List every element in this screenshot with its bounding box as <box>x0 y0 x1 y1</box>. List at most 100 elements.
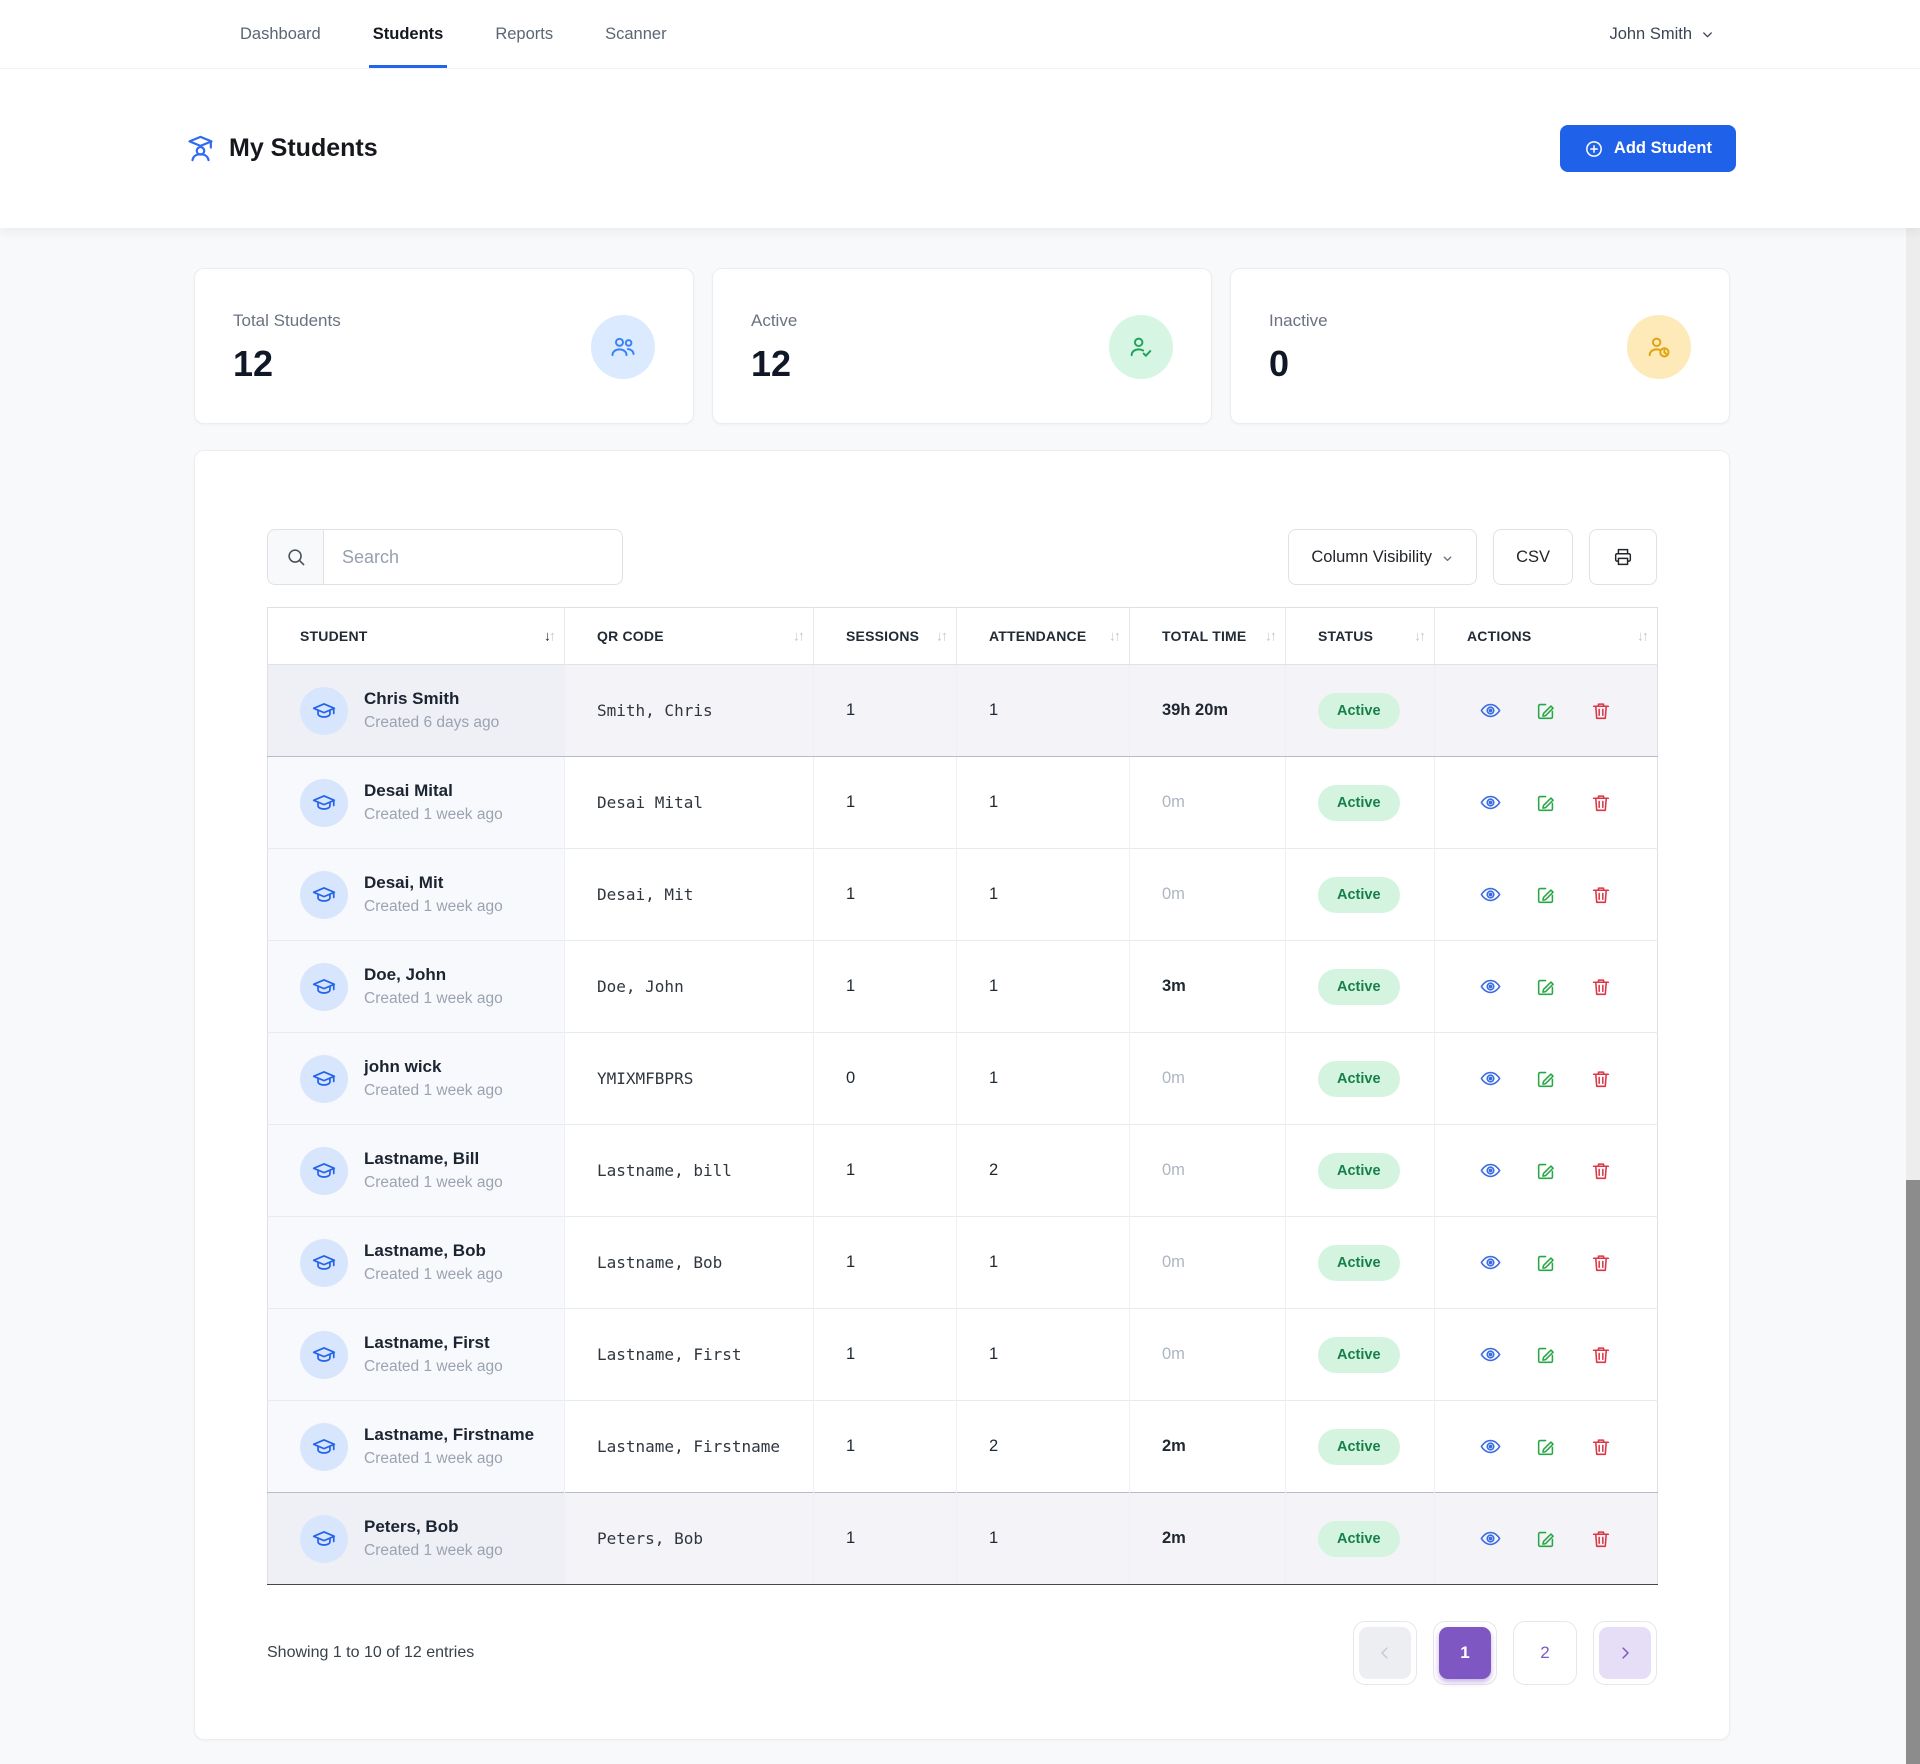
student-cell: Lastname, Bob Created 1 week ago <box>267 1216 565 1309</box>
student-cell: Lastname, Bill Created 1 week ago <box>267 1124 565 1217</box>
column-header-qr-code[interactable]: QR Code ↓↑ <box>564 607 814 665</box>
trash-icon <box>1590 1436 1612 1458</box>
add-student-button[interactable]: Add Student <box>1559 125 1736 172</box>
nav-item-dashboard[interactable]: Dashboard <box>240 0 321 68</box>
view-button[interactable] <box>1479 883 1502 906</box>
actions-cell <box>1434 848 1658 941</box>
nav-item-scanner[interactable]: Scanner <box>605 0 666 68</box>
column-header-status[interactable]: Status ↓↑ <box>1285 607 1435 665</box>
view-button[interactable] <box>1479 699 1502 722</box>
sort-icon: ↓↑ <box>793 627 805 644</box>
edit-button[interactable] <box>1535 1068 1557 1090</box>
edit-button[interactable] <box>1535 792 1557 814</box>
sessions-cell: 1 <box>813 848 957 941</box>
page-header: My Students Add Student <box>0 69 1920 228</box>
actions-cell <box>1434 1492 1658 1585</box>
column-header-total-time[interactable]: Total Time ↓↑ <box>1129 607 1286 665</box>
sessions-cell: 1 <box>813 1492 957 1585</box>
view-button[interactable] <box>1479 1251 1502 1274</box>
graduation-cap-icon <box>311 974 337 1000</box>
student-created: Created 1 week ago <box>364 1082 503 1099</box>
table-header-row: Student ↓↑ QR Code ↓↑ Sessions ↓↑ Attendance ↓↑… <box>267 607 1658 665</box>
qr-code-cell: Desai, Mit <box>564 848 814 941</box>
edit-icon <box>1535 1252 1557 1274</box>
qr-code-cell: Lastname, First <box>564 1308 814 1401</box>
attendance-cell: 2 <box>956 1124 1130 1217</box>
view-button[interactable] <box>1479 1527 1502 1550</box>
delete-button[interactable] <box>1590 792 1612 814</box>
delete-button[interactable] <box>1590 884 1612 906</box>
table-row: Lastname, Bob Created 1 week ago Lastname,… <box>267 1216 1658 1309</box>
student-avatar <box>300 1514 348 1563</box>
edit-icon <box>1535 1528 1557 1550</box>
view-button[interactable] <box>1479 975 1502 998</box>
student-cell: john wick Created 1 week ago <box>267 1032 565 1125</box>
table-footer: Showing 1 to 10 of 12 entries 1 2 <box>267 1621 1657 1685</box>
view-button[interactable] <box>1479 1343 1502 1366</box>
actions-cell <box>1434 1032 1658 1125</box>
user-menu[interactable]: John Smith <box>1609 0 1715 68</box>
qr-code-cell: Lastname, Firstname <box>564 1400 814 1493</box>
edit-button[interactable] <box>1535 700 1557 722</box>
graduation-cap-icon <box>311 1434 337 1460</box>
delete-button[interactable] <box>1590 1160 1612 1182</box>
pagination-page-2[interactable]: 2 <box>1513 1621 1577 1685</box>
delete-button[interactable] <box>1590 1528 1612 1550</box>
student-name: Peters, Bob <box>364 1517 459 1536</box>
attendance-cell: 1 <box>956 940 1130 1033</box>
edit-button[interactable] <box>1535 1160 1557 1182</box>
delete-button[interactable] <box>1590 700 1612 722</box>
trash-icon <box>1590 884 1612 906</box>
status-cell: Active <box>1285 1308 1435 1401</box>
view-button[interactable] <box>1479 791 1502 814</box>
actions-cell <box>1434 1216 1658 1309</box>
trash-icon <box>1590 792 1612 814</box>
delete-button[interactable] <box>1590 976 1612 998</box>
column-header-sessions[interactable]: Sessions ↓↑ <box>813 607 957 665</box>
stats-row: Total Students 12 Active 12 Inactive 0 <box>194 268 1730 424</box>
view-button[interactable] <box>1479 1159 1502 1182</box>
csv-export-button[interactable]: CSV <box>1493 529 1573 585</box>
delete-button[interactable] <box>1590 1344 1612 1366</box>
students-table: Student ↓↑ QR Code ↓↑ Sessions ↓↑ Attendance ↓↑… <box>267 607 1658 1585</box>
add-student-label: Add Student <box>1613 139 1712 157</box>
status-cell: Active <box>1285 1400 1435 1493</box>
scrollbar-track[interactable] <box>1906 0 1920 1764</box>
column-header-actions[interactable]: Actions ↓↑ <box>1434 607 1658 665</box>
student-cell: Lastname, Firstname Created 1 week ago <box>267 1400 565 1493</box>
student-name: Desai Mital <box>364 781 453 800</box>
scrollbar-thumb[interactable] <box>1906 1180 1920 1764</box>
view-button[interactable] <box>1479 1435 1502 1458</box>
edit-button[interactable] <box>1535 1528 1557 1550</box>
search-input[interactable] <box>323 529 623 585</box>
edit-button[interactable] <box>1535 1344 1557 1366</box>
pagination-next-button[interactable] <box>1593 1621 1657 1685</box>
nav-item-students[interactable]: Students <box>368 0 447 68</box>
pagination-prev-button[interactable] <box>1353 1621 1417 1685</box>
column-header-attendance[interactable]: Attendance ↓↑ <box>956 607 1130 665</box>
column-visibility-button[interactable]: Column Visibility <box>1288 529 1478 585</box>
print-button[interactable] <box>1589 529 1657 585</box>
edit-button[interactable] <box>1535 976 1557 998</box>
qr-code-cell: Lastname, Bob <box>564 1216 814 1309</box>
student-avatar <box>300 778 348 827</box>
stat-value: 12 <box>233 343 274 384</box>
delete-button[interactable] <box>1590 1436 1612 1458</box>
delete-button[interactable] <box>1590 1068 1612 1090</box>
pagination-page-1[interactable]: 1 <box>1433 1621 1497 1685</box>
nav-item-reports[interactable]: Reports <box>495 0 553 68</box>
actions-cell <box>1434 940 1658 1033</box>
graduation-cap-icon <box>311 1250 337 1276</box>
edit-icon <box>1535 700 1557 722</box>
edit-button[interactable] <box>1535 1252 1557 1274</box>
edit-button[interactable] <box>1535 1436 1557 1458</box>
eye-icon <box>1479 699 1502 722</box>
student-avatar <box>300 1238 348 1287</box>
column-header-student[interactable]: Student ↓↑ <box>267 607 565 665</box>
view-button[interactable] <box>1479 1067 1502 1090</box>
delete-button[interactable] <box>1590 1252 1612 1274</box>
table-row: Lastname, First Created 1 week ago Lastnam… <box>267 1308 1658 1401</box>
graduate-student-icon <box>185 133 216 164</box>
edit-button[interactable] <box>1535 884 1557 906</box>
edit-icon <box>1535 1160 1557 1182</box>
